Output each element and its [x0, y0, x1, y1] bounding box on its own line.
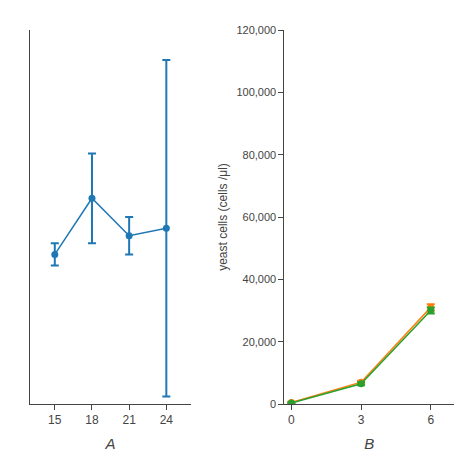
svg-text:3: 3 [358, 413, 365, 427]
svg-text:18: 18 [85, 413, 99, 427]
svg-text:yeast cells (cells /μl): yeast cells (cells /μl) [216, 163, 230, 271]
svg-text:21: 21 [122, 413, 136, 427]
svg-text:60,000: 60,000 [243, 211, 277, 223]
svg-text:0: 0 [288, 413, 295, 427]
svg-text:100,000: 100,000 [236, 86, 276, 98]
svg-text:B: B [364, 435, 374, 452]
svg-text:20,000: 20,000 [243, 336, 277, 348]
svg-text:6: 6 [427, 413, 434, 427]
svg-text:0: 0 [270, 398, 276, 410]
svg-text:A: A [105, 435, 116, 452]
svg-text:120,000: 120,000 [236, 24, 276, 36]
svg-text:15: 15 [48, 413, 62, 427]
svg-text:24: 24 [160, 413, 174, 427]
svg-text:40,000: 40,000 [243, 273, 277, 285]
svg-text:80,000: 80,000 [243, 149, 277, 161]
